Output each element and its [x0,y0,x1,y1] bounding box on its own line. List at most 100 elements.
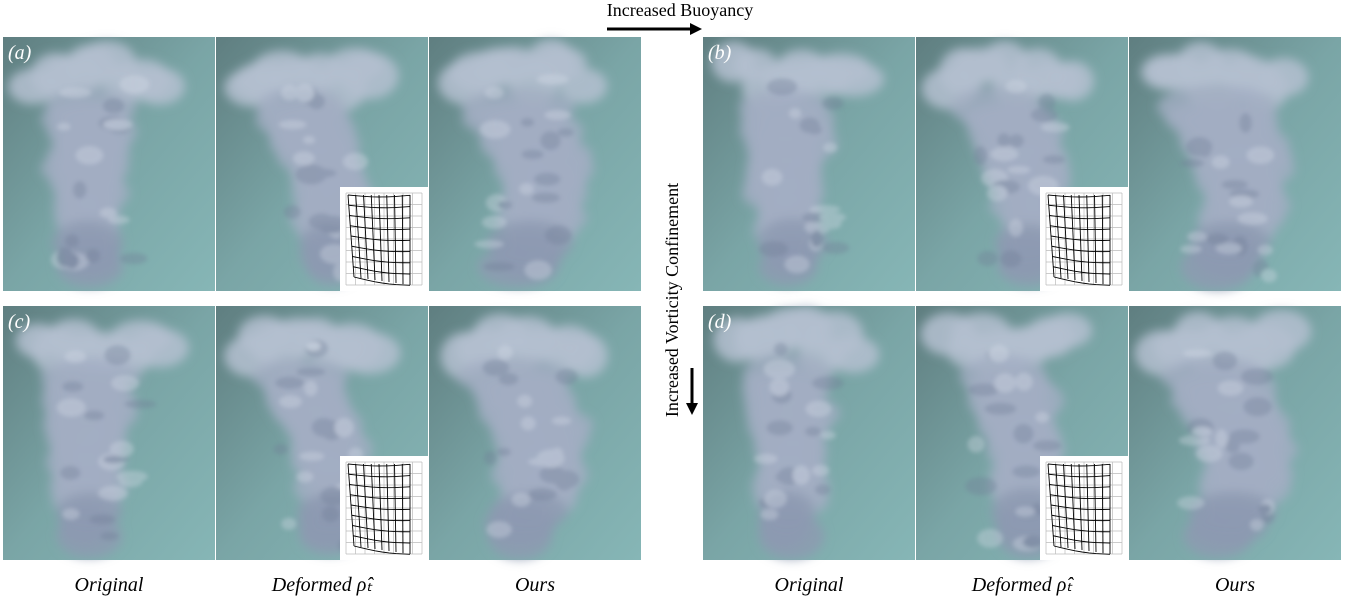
image-panel [1129,37,1341,291]
smoke-wisp [793,465,810,485]
smoke-wisp [304,380,317,396]
smoke-wisp [1035,412,1049,423]
smoke-wisp [1250,519,1264,531]
smoke-wisp [498,345,513,359]
smoke-wisp [544,110,570,120]
smoke-wisp [124,400,156,408]
smoke-wisp [110,441,134,457]
smoke-wisp [968,436,985,453]
smoke-wisp [497,448,511,456]
smoke-wisp [275,377,304,389]
smoke-wisp [805,427,821,436]
smoke-wisp [1222,180,1248,189]
caption: Ours [1215,574,1255,596]
smoke-wisp [273,444,287,455]
smoke-wisp [84,411,104,421]
smoke-wisp [822,97,843,109]
smoke-wisp [994,373,1016,393]
smoke-wisp [1012,465,1040,477]
smoke-wisp [65,253,80,269]
smoke-wisp [974,146,987,165]
image-panel [429,306,641,560]
smoke-wisp [1177,496,1204,509]
smoke-puff [337,332,401,374]
smoke-wisp [1229,196,1253,208]
smoke-wisp [1212,155,1230,168]
smoke-wisp [808,125,822,134]
smoke-wisp [103,98,124,113]
smoke-wisp [1215,429,1227,448]
smoke-puff [1050,61,1094,101]
image-panel [1129,306,1341,560]
smoke-wisp [76,146,104,165]
smoke-wisp [767,421,793,436]
smoke-wisp [522,150,544,159]
smoke-wisp [65,234,79,247]
caption: Deformed ρ̂ₜ [271,574,375,596]
smoke-puff [1251,310,1311,353]
smoke-wisp [985,403,1016,415]
image-panel [703,37,915,291]
smoke-wisp [1206,234,1228,245]
smoke-wisp [1041,122,1070,132]
smoke-wisp [296,471,313,482]
smoke-wisp [766,241,782,253]
smoke-wisp [485,87,504,99]
smoke-wisp [1180,159,1204,167]
smoke-wisp [760,509,778,520]
smoke-wisp [1015,506,1035,516]
smoke-wisp [1258,504,1271,514]
smoke-wisp [116,471,148,483]
caption: Deformed ρ̂ₜ [971,574,1075,596]
smoke-wisp [480,120,511,138]
smoke-wisp [552,470,579,488]
panel-label: (c) [8,311,31,333]
smoke-wisp [1009,134,1023,147]
smoke-wisp [556,369,578,385]
smoke-wisp [1240,113,1252,133]
smoke-wisp [335,418,354,438]
smoke-wisp [1241,368,1273,385]
smoke-wisp [1009,219,1023,237]
smoke-wisp [343,153,368,170]
smoke-wisp [279,395,302,408]
smoke-wisp [978,251,998,266]
smoke-wisp [482,216,507,229]
smoke-wisp [57,123,71,131]
smoke-wisp [120,253,147,264]
smoke-wisp [1043,155,1065,163]
smoke-wisp [534,173,560,186]
smoke-wisp [512,492,531,506]
smoke-wisp [100,532,118,540]
smoke-wisp [990,147,1018,161]
smoke-wisp [120,75,150,93]
smoke-wisp [303,136,315,144]
smoke-wisp [1000,251,1021,268]
smoke-wisp [1015,373,1033,391]
smoke-wisp [1033,440,1061,451]
smoke-wisp [815,484,830,495]
smoke-wisp [62,381,83,391]
smoke-wisp [299,452,324,461]
panel-label: (b) [708,42,732,64]
smoke-wisp [306,342,320,351]
caption: Ours [515,574,555,596]
smoke-wisp [62,508,79,520]
smoke-wisp [521,416,536,430]
image-panel [429,37,641,291]
smoke-wisp [1180,245,1202,254]
smoke-wisp [90,515,116,524]
smoke-wisp [521,118,534,127]
smoke-wisp [537,449,565,467]
smoke-wisp [60,466,80,479]
smoke-wisp [552,417,571,425]
smoke-puff [339,52,398,99]
smoke-wisp [989,345,1009,363]
smoke-wisp [789,108,801,119]
smoke-wisp [812,376,843,389]
panel-label: (a) [8,42,32,64]
smoke-wisp [104,345,130,365]
smoke-wisp [965,477,997,495]
smoke-wisp [483,360,509,376]
smoke-wisp [537,74,569,84]
